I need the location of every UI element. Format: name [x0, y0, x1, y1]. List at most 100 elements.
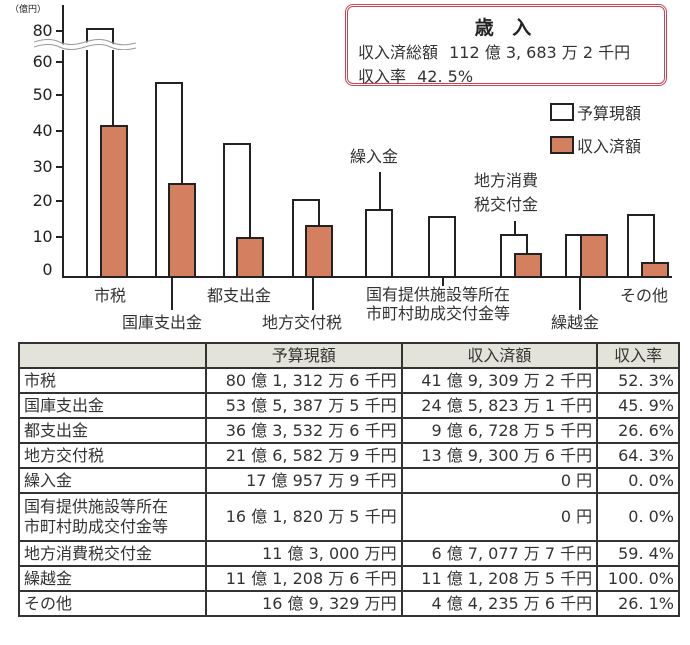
y-tick-label-80: 80	[32, 21, 53, 40]
y-axis-unit-label: （億円）	[10, 5, 47, 15]
table-cell-received: 41 億 9, 309 万 2 千円	[400, 367, 599, 394]
table-cell-received: 4 億 4, 235 万 6 千円	[400, 590, 599, 617]
y-tick-label-20: 20	[32, 191, 53, 210]
table-cell-rate: 100. 0%	[596, 565, 680, 592]
bar-received-local-consumption-tax	[514, 253, 542, 278]
legend-item-received: 収入済額	[550, 133, 641, 157]
table-cell-name-line1: 国有提供施設等所在	[24, 497, 169, 516]
leader-line-national-treasury	[171, 278, 173, 310]
summary-total-line: 収入済総額 112 億 3, 683 万 2 千円	[358, 39, 630, 63]
summary-rate-line: 収入率 42. 5%	[358, 63, 473, 87]
table-cell-rate: 45. 9%	[596, 392, 680, 419]
category-label-other: その他	[620, 286, 669, 305]
category-label-national-treasury: 国庫支出金	[122, 313, 203, 332]
table-cell-name: 国庫支出金	[17, 392, 208, 419]
revenue-table: 予算現額 収入済額 収入率 市税 80 億 1, 312 万 6 千円 41 億…	[17, 342, 680, 617]
category-label-carryover: 繰越金	[551, 313, 600, 332]
category-label-local-consumption-tax-2: 税交付金	[474, 195, 539, 214]
table-row: 都支出金 36 億 3, 532 万 6 千円 9 億 6, 728 万 5 千…	[17, 417, 680, 444]
y-tick-60	[56, 61, 63, 63]
table-cell-rate: 0. 0%	[596, 492, 680, 542]
y-tick-20	[56, 200, 63, 202]
table-cell-budget: 16 億 1, 820 万 5 千円	[205, 492, 403, 542]
bar-received-metropolitan	[236, 237, 264, 278]
table-header-budget: 予算現額	[205, 342, 403, 369]
table-cell-budget: 53 億 5, 387 万 5 千円	[205, 392, 403, 419]
bar-received-carryover	[580, 234, 608, 278]
table-cell-received: 24 億 5, 823 万 1 千円	[400, 392, 599, 419]
table-cell-name: 都支出金	[17, 417, 208, 444]
summary-rate-value: 42. 5%	[417, 67, 474, 86]
table-cell-received: 9 億 6, 728 万 5 千円	[400, 417, 599, 444]
table-cell-received: 0 円	[400, 492, 599, 542]
table-cell-rate: 52. 3%	[596, 367, 680, 394]
leader-line-state-facility-grant	[442, 278, 444, 286]
leader-line-local-allocation-tax	[312, 278, 314, 310]
revenue-summary-box: 歳 入 収入済総額 112 億 3, 683 万 2 千円 収入率 42. 5%	[345, 4, 667, 86]
table-cell-name: 地方消費税交付金	[17, 540, 208, 567]
category-label-state-facility-grant-2: 市町村助成交付金等	[366, 304, 511, 323]
y-tick-label-60: 60	[32, 52, 53, 71]
y-tick-label-40: 40	[32, 121, 53, 140]
table-cell-rate: 0. 0%	[596, 467, 680, 494]
bar-received-national-treasury	[168, 183, 196, 278]
table-cell-name: 市税	[17, 367, 208, 394]
legend-swatch-received	[550, 136, 574, 154]
category-label-local-allocation-tax: 地方交付税	[262, 313, 343, 332]
category-label-transfers: 繰入金	[350, 147, 399, 166]
table-header-item	[17, 342, 208, 369]
summary-rate-label: 収入率	[358, 67, 407, 86]
y-tick-10	[56, 236, 63, 238]
table-cell-name: 繰入金	[17, 467, 208, 494]
leader-line-transfers	[379, 172, 381, 209]
category-label-local-consumption-tax-1: 地方消費	[474, 171, 539, 190]
table-cell-budget: 36 億 3, 532 万 6 千円	[205, 417, 403, 444]
y-tick-80	[56, 30, 63, 32]
leader-line-carryover	[579, 278, 581, 310]
y-tick-30	[56, 166, 63, 168]
table-cell-rate: 26. 1%	[596, 590, 680, 617]
summary-total-value: 112 億 3, 683 万 2 千円	[449, 43, 631, 62]
summary-title: 歳 入	[474, 17, 538, 39]
bar-received-city-tax	[100, 125, 128, 278]
table-cell-budget: 21 億 6, 582 万 9 千円	[205, 442, 403, 469]
y-tick-label-50: 50	[32, 85, 53, 104]
table-cell-budget: 11 億 3, 000 万円	[205, 540, 403, 567]
table-cell-rate: 26. 6%	[596, 417, 680, 444]
revenue-bar-chart: （億円） 80 60 50 40 30 20 10 0	[10, 4, 672, 332]
table-cell-received: 6 億 7, 077 万 7 千円	[400, 540, 599, 567]
table-cell-name: 地方交付税	[17, 442, 208, 469]
summary-total-label: 収入済総額	[358, 43, 439, 62]
table-cell-received: 13 億 9, 300 万 6 千円	[400, 442, 599, 469]
table-cell-rate: 59. 4%	[596, 540, 680, 567]
table-header-rate: 収入率	[596, 342, 680, 369]
table-row: 地方交付税 21 億 6, 582 万 9 千円 13 億 9, 300 万 6…	[17, 442, 680, 469]
category-label-metropolitan: 都支出金	[207, 286, 272, 305]
category-label-city-tax: 市税	[94, 286, 127, 305]
table-row: 市税 80 億 1, 312 万 6 千円 41 億 9, 309 万 2 千円…	[17, 367, 680, 394]
table-cell-budget: 16 億 9, 329 万円	[205, 590, 403, 617]
table-header-row: 予算現額 収入済額 収入率	[17, 342, 680, 369]
legend-item-budget: 予算現額	[550, 100, 641, 124]
bar-received-other	[641, 262, 669, 278]
table-cell-received: 0 円	[400, 467, 599, 494]
table-row: 地方消費税交付金 11 億 3, 000 万円 6 億 7, 077 万 7 千…	[17, 540, 680, 567]
legend-swatch-budget	[550, 103, 574, 121]
table-cell-name: 繰越金	[17, 565, 208, 592]
table-cell-name: 国有提供施設等所在 市町村助成交付金等	[17, 492, 208, 542]
table-cell-budget: 11 億 1, 208 万 6 千円	[205, 565, 403, 592]
table-row: 繰入金 17 億 957 万 9 千円 0 円 0. 0%	[17, 467, 680, 494]
table-row: その他 16 億 9, 329 万円 4 億 4, 235 万 6 千円 26.…	[17, 590, 680, 617]
table-cell-rate: 64. 3%	[596, 442, 680, 469]
legend-label-budget: 予算現額	[577, 104, 642, 123]
y-tick-50	[56, 94, 63, 96]
table-cell-name: その他	[17, 590, 208, 617]
y-axis-line	[62, 5, 64, 278]
y-tick-label-0: 0	[42, 260, 52, 279]
legend-label-received: 収入済額	[577, 137, 642, 156]
table-cell-received: 11 億 1, 208 万 5 千円	[400, 565, 599, 592]
table-row: 繰越金 11 億 1, 208 万 6 千円 11 億 1, 208 万 5 千…	[17, 565, 680, 592]
leader-line-local-consumption-tax	[514, 221, 516, 234]
bar-budget-state-facility-grant	[428, 216, 456, 278]
bar-received-local-allocation-tax	[305, 225, 333, 278]
